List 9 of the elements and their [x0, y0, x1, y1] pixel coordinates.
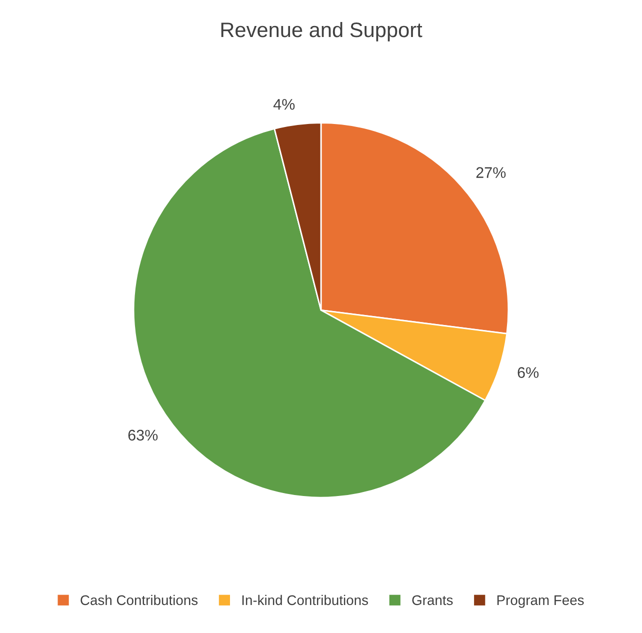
data-label: 4% — [273, 99, 295, 110]
data-label: 63% — [128, 430, 158, 441]
legend-label: In-kind Contributions — [242, 594, 368, 606]
legend-label: Grants — [412, 595, 453, 606]
legend-label: Program Fees — [497, 595, 584, 608]
data-label: 27% — [476, 167, 506, 178]
data-label: 6% — [518, 367, 539, 378]
chart-title: Revenue and Support — [221, 22, 422, 42]
legend-label: Cash Contributions — [80, 594, 198, 606]
